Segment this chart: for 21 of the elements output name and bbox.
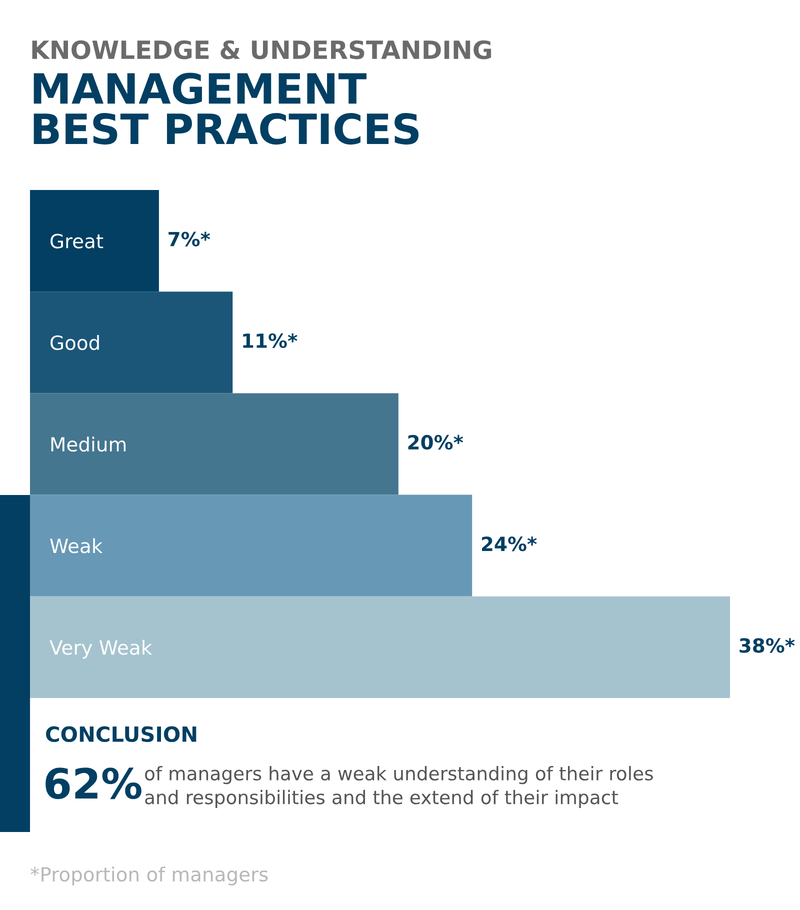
text: CONCLUSION [46,726,196,742]
data-label: 38%* [740,638,795,653]
text: of managers have a weak understanding of their roles and responsibilities and the extend of their impact [145,766,653,808]
text: *Proportion of managers [30,866,268,886]
data-label: 7%* [168,232,210,246]
bar [30,393,398,495]
data-label: 24%* [482,536,537,552]
bar [30,494,472,596]
bar [30,596,730,698]
y-tick-label: Weak [50,538,103,554]
data-label: 11%* [243,333,298,348]
y-tick-label: Good [50,335,99,350]
bar [30,292,233,394]
bar [30,190,159,292]
y-tick-label: Great [50,234,104,248]
y-tick-label: Medium [51,436,126,452]
chart-subtitle: KNOWLEDGE & UNDERSTANDING [32,40,492,60]
data-label: 20%* [408,434,464,450]
text: 62% [46,768,142,800]
y-tick-label: Very Weak [50,640,152,659]
chart-title: MANAGEMENT BEST PRACTICES [34,72,419,145]
